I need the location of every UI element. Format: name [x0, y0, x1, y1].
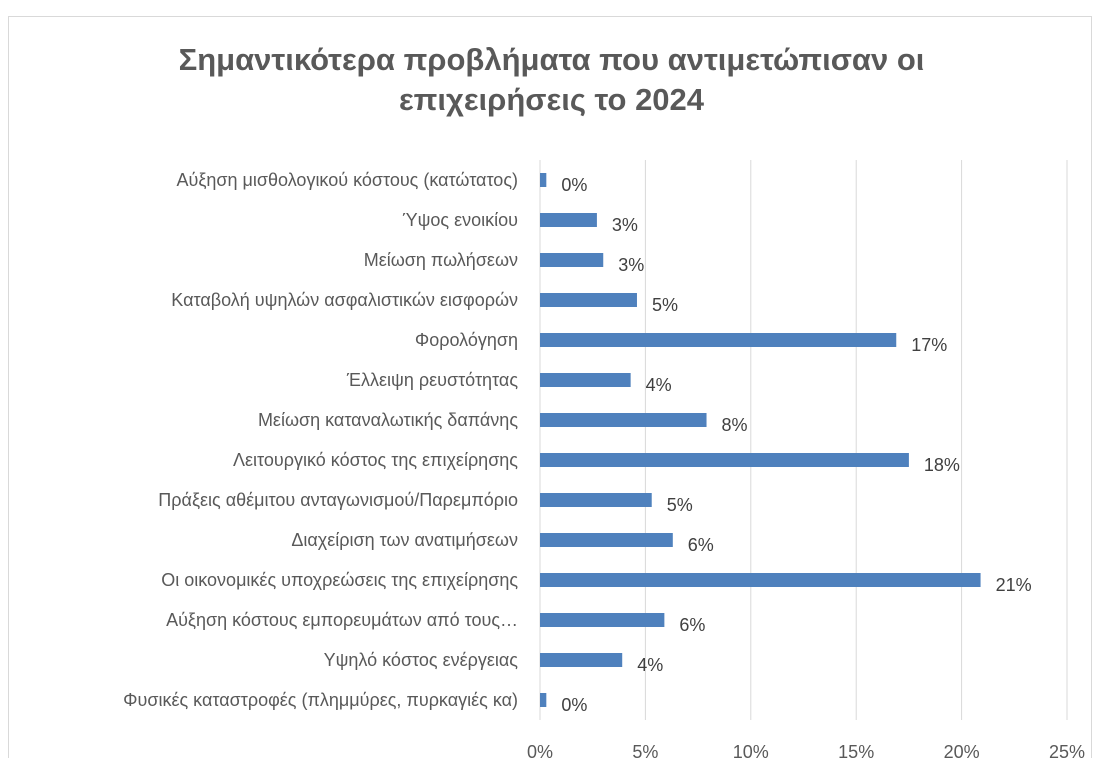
category-label: Ύψος ενοικίου — [402, 210, 518, 230]
category-label: Διαχείριση των ανατιμήσεων — [291, 530, 518, 550]
bar — [540, 253, 604, 267]
category-label: Μείωση καταναλωτικής δαπάνης — [258, 410, 518, 430]
bar — [540, 613, 665, 627]
data-label: 4% — [637, 655, 663, 675]
chart-title-line-2: επιχειρήσεις το 2024 — [398, 82, 705, 117]
data-label: 5% — [652, 295, 678, 315]
data-label: 3% — [612, 215, 638, 235]
bar — [540, 573, 981, 587]
data-label: 8% — [722, 415, 748, 435]
category-label: Μείωση πωλήσεων — [364, 250, 518, 270]
category-label: Φυσικές καταστροφές (πλημμύρες, πυρκαγιέ… — [123, 690, 518, 710]
bar — [540, 173, 547, 187]
x-tick-label: 25% — [1049, 742, 1085, 758]
chart-title-line-1: Σημαντικότερα προβλήματα που αντιμετώπισ… — [178, 42, 925, 77]
data-label: 18% — [924, 455, 960, 475]
bar — [540, 653, 623, 667]
x-tick-label: 15% — [838, 742, 874, 758]
bar — [540, 213, 597, 227]
data-label: 21% — [996, 575, 1032, 595]
bar — [540, 453, 909, 467]
gridlines — [539, 160, 1068, 720]
bar — [540, 373, 631, 387]
category-label: Έλλειψη ρευστότητας — [346, 370, 518, 390]
category-label: Καταβολή υψηλών ασφαλιστικών εισφορών — [171, 290, 518, 310]
category-label: Αύξηση κόστους εμπορευμάτων από τους… — [166, 610, 518, 630]
data-label: 6% — [688, 535, 714, 555]
data-label: 0% — [561, 695, 587, 715]
data-label: 0% — [561, 175, 587, 195]
x-tick-label: 10% — [733, 742, 769, 758]
data-label: 6% — [679, 615, 705, 635]
x-tick-label: 5% — [632, 742, 658, 758]
category-label: Οι οικονομικές υποχρεώσεις της επιχείρησ… — [161, 570, 518, 590]
chart-title: Σημαντικότερα προβλήματα που αντιμετώπισ… — [0, 40, 1103, 120]
data-labels: 0% 3% 3% 5% 17% 4% 8% 18% 5% 6% 21% 6% 4% 0% — [561, 175, 1031, 715]
x-tick-label: 0% — [527, 742, 553, 758]
bar — [540, 413, 707, 427]
category-label: Λειτουργικό κόστος της επιχείρησης — [233, 450, 518, 470]
category-label: Αύξηση μισθολογικού κόστους (κατώτατος) — [177, 170, 519, 190]
data-label: 5% — [667, 495, 693, 515]
category-label: Υψηλό κόστος ενέργειας — [324, 650, 519, 670]
category-labels: Αύξηση μισθολογικού κόστους (κατώτατος) Ύ… — [123, 170, 518, 710]
category-label: Πράξεις αθέμιτου ανταγωνισμού/Παρεμπόριο — [158, 490, 518, 510]
x-tick-label: 20% — [944, 742, 980, 758]
bar — [540, 493, 652, 507]
data-label: 4% — [646, 375, 672, 395]
x-axis-ticks: 0% 5% 10% 15% 20% 25% — [527, 742, 1085, 758]
category-label: Φορολόγηση — [415, 330, 518, 350]
bar — [540, 533, 673, 547]
bar — [540, 333, 897, 347]
bar — [540, 693, 547, 707]
bars — [540, 173, 981, 707]
data-label: 3% — [618, 255, 644, 275]
data-label: 17% — [911, 335, 947, 355]
bar — [540, 293, 637, 307]
